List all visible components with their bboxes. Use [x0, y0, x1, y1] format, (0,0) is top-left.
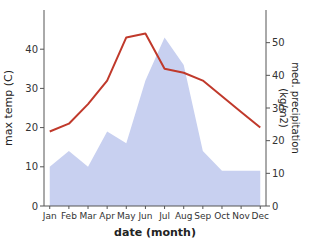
x-tick — [107, 206, 108, 209]
y2-tick-label: 40 — [272, 70, 285, 81]
x-tick-label: Nov — [232, 211, 250, 221]
x-tick-label: Jul — [158, 211, 170, 221]
y2-tick — [266, 173, 270, 174]
x-axis-line — [44, 206, 266, 207]
x-tick-label: Sep — [194, 211, 211, 221]
precipitation-area — [50, 37, 261, 206]
y-tick — [40, 206, 44, 207]
x-tick-label: Mar — [80, 211, 97, 221]
x-tick-label: Feb — [61, 211, 77, 221]
y-tick — [40, 49, 44, 50]
y2-tick-label: 0 — [272, 201, 278, 212]
x-tick-label: Dec — [252, 211, 269, 221]
x-tick — [221, 206, 222, 209]
y2-axis-label-line: (kg/m2) — [278, 88, 289, 128]
y-tick — [40, 127, 44, 128]
y2-tick — [266, 75, 270, 76]
y-axis-label: max temp (C) — [2, 70, 15, 146]
chart: 01020304001020304050JanFebMarAprMayJunJu… — [0, 0, 318, 242]
y2-axis-label-line: med. precipitation — [290, 62, 301, 154]
x-tick — [88, 206, 89, 209]
x-tick-label: Oct — [214, 211, 230, 221]
temperature-line — [50, 34, 261, 132]
x-tick-label: May — [117, 211, 136, 221]
y-tick-label: 30 — [25, 83, 38, 94]
y-tick-label: 10 — [25, 161, 38, 172]
x-tick-label: Jan — [42, 211, 57, 221]
y-tick-label: 40 — [25, 44, 38, 55]
x-tick — [49, 206, 50, 209]
plot-area — [50, 34, 261, 206]
y2-tick — [266, 108, 270, 109]
x-tick — [260, 206, 261, 209]
y-tick-label: 20 — [25, 122, 38, 133]
y2-tick — [266, 140, 270, 141]
y2-tick — [266, 206, 270, 207]
x-axis-label: date (month) — [114, 226, 196, 239]
x-tick — [145, 206, 146, 209]
x-tick — [164, 206, 165, 209]
x-tick — [202, 206, 203, 209]
x-tick-label: Aug — [175, 211, 193, 221]
y-tick-label: 0 — [32, 201, 38, 212]
y2-tick-label: 50 — [272, 37, 285, 48]
x-tick — [68, 206, 69, 209]
y-tick — [40, 166, 44, 167]
y2-tick-label: 20 — [272, 135, 285, 146]
y2-axis-label: med. precipitation(kg/m2) — [278, 62, 301, 154]
x-tick — [126, 206, 127, 209]
x-tick-label: Jun — [137, 211, 152, 221]
y-tick — [40, 88, 44, 89]
x-tick — [183, 206, 184, 209]
y2-tick-label: 10 — [272, 168, 285, 179]
y-axis-line — [44, 10, 45, 206]
x-tick — [241, 206, 242, 209]
y2-tick — [266, 42, 270, 43]
x-tick-label: Apr — [99, 211, 115, 221]
